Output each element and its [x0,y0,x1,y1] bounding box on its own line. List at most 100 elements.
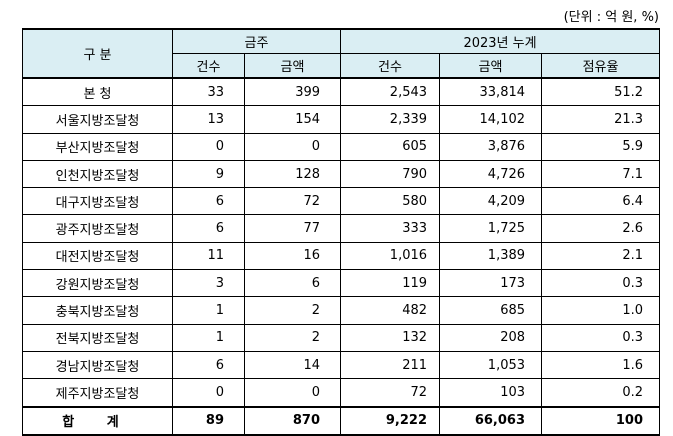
ytd-amount-cell: 1,053 [439,350,543,380]
week-amount-cell: 6 [243,269,342,298]
week-amount-cell: 2 [243,323,342,352]
week-count-cell: 6 [172,187,245,216]
share-cell: 1.6 [541,350,661,380]
ytd-count-cell: 580 [340,187,441,216]
total-row: 합 계 89 870 9,222 66,063 100 [22,405,661,436]
week-amount-cell: 77 [243,214,342,243]
week-count-cell: 1 [172,296,245,325]
ytd-amount-cell: 103 [439,378,543,408]
table-row: 전북지방조달청 1 2 132 208 0.3 [22,323,661,352]
ytd-amount-cell: 1,725 [439,214,543,243]
share-cell: 0.3 [541,323,661,352]
share-cell: 21.3 [541,105,661,134]
office-name-cell: 광주지방조달청 [22,214,173,243]
office-name-cell: 강원지방조달청 [22,269,173,298]
header-category: 구 분 [22,28,173,79]
table-row: 대전지방조달청 11 16 1,016 1,389 2.1 [22,241,661,271]
week-count-cell: 6 [172,350,245,380]
week-amount-cell: 14 [243,350,342,380]
ytd-count-cell: 72 [340,378,441,408]
week-amount-cell: 870 [243,405,342,436]
ytd-count-cell: 9,222 [340,405,441,436]
ytd-amount-cell: 3,876 [439,132,543,161]
header-week-amount: 금액 [243,53,342,79]
week-count-cell: 13 [172,105,245,134]
ytd-amount-cell: 173 [439,269,543,298]
week-count-cell: 0 [172,132,245,161]
week-count-cell: 3 [172,269,245,298]
ytd-count-cell: 2,543 [340,77,441,107]
office-name-cell: 합 계 [22,405,173,436]
ytd-amount-cell: 66,063 [439,405,543,436]
week-count-cell: 1 [172,323,245,352]
share-cell: 6.4 [541,187,661,216]
header-week-count: 건수 [172,53,245,79]
office-name-cell: 서울지방조달청 [22,105,173,134]
header-ytd: 2023년 누계 [340,28,661,54]
week-amount-cell: 16 [243,241,342,271]
table-row: 충북지방조달청 1 2 482 685 1.0 [22,296,661,325]
procurement-stats-table: 구 분 금주 2023년 누계 건수 금액 건수 금액 점유율 본 청 33 399… [22,28,661,436]
office-name-cell: 부산지방조달청 [22,132,173,161]
table-row: 제주지방조달청 0 0 72 103 0.2 [22,378,661,408]
ytd-count-cell: 119 [340,269,441,298]
table-row: 광주지방조달청 6 77 333 1,725 2.6 [22,214,661,243]
week-amount-cell: 154 [243,105,342,134]
week-count-cell: 9 [172,159,245,189]
ytd-amount-cell: 14,102 [439,105,543,134]
share-cell: 7.1 [541,159,661,189]
table-row: 본 청 33 399 2,543 33,814 51.2 [22,77,661,107]
ytd-amount-cell: 685 [439,296,543,325]
week-count-cell: 33 [172,77,245,107]
table-row: 부산지방조달청 0 0 605 3,876 5.9 [22,132,661,161]
ytd-count-cell: 1,016 [340,241,441,271]
ytd-amount-cell: 4,209 [439,187,543,216]
share-cell: 51.2 [541,77,661,107]
unit-note: (단위 : 억 원, %) [563,10,659,25]
office-name-cell: 인천지방조달청 [22,159,173,189]
table-row: 서울지방조달청 13 154 2,339 14,102 21.3 [22,105,661,134]
office-name-cell: 제주지방조달청 [22,378,173,408]
share-cell: 2.6 [541,214,661,243]
share-cell: 0.3 [541,269,661,298]
share-cell: 2.1 [541,241,661,271]
week-amount-cell: 0 [243,378,342,408]
week-count-cell: 11 [172,241,245,271]
office-name-cell: 경남지방조달청 [22,350,173,380]
table-row: 강원지방조달청 3 6 119 173 0.3 [22,269,661,298]
week-count-cell: 6 [172,214,245,243]
header-this-week: 금주 [171,28,342,54]
ytd-amount-cell: 208 [439,323,543,352]
week-amount-cell: 0 [243,132,342,161]
ytd-count-cell: 605 [340,132,441,161]
week-amount-cell: 2 [243,296,342,325]
ytd-count-cell: 482 [340,296,441,325]
ytd-count-cell: 211 [340,350,441,380]
office-name-cell: 충북지방조달청 [22,296,173,325]
table-row: 인천지방조달청 9 128 790 4,726 7.1 [22,159,661,189]
ytd-count-cell: 333 [340,214,441,243]
ytd-amount-cell: 1,389 [439,241,543,271]
ytd-amount-cell: 4,726 [439,159,543,189]
office-name-cell: 대구지방조달청 [22,187,173,216]
share-cell: 0.2 [541,378,661,408]
share-cell: 1.0 [541,296,661,325]
ytd-count-cell: 2,339 [340,105,441,134]
ytd-count-cell: 132 [340,323,441,352]
office-name-cell: 대전지방조달청 [22,241,173,271]
header-ytd-count: 건수 [340,53,441,79]
header-share: 점유율 [541,53,661,79]
office-name-cell: 전북지방조달청 [22,323,173,352]
header-ytd-amount: 금액 [439,53,543,79]
ytd-amount-cell: 33,814 [439,77,543,107]
table-row: 경남지방조달청 6 14 211 1,053 1.6 [22,350,661,380]
week-count-cell: 89 [172,405,245,436]
share-cell: 5.9 [541,132,661,161]
office-name-cell: 본 청 [22,77,173,107]
week-amount-cell: 128 [243,159,342,189]
table-row: 대구지방조달청 6 72 580 4,209 6.4 [22,187,661,216]
share-cell: 100 [541,405,661,436]
week-amount-cell: 72 [243,187,342,216]
week-amount-cell: 399 [243,77,342,107]
week-count-cell: 0 [172,378,245,408]
